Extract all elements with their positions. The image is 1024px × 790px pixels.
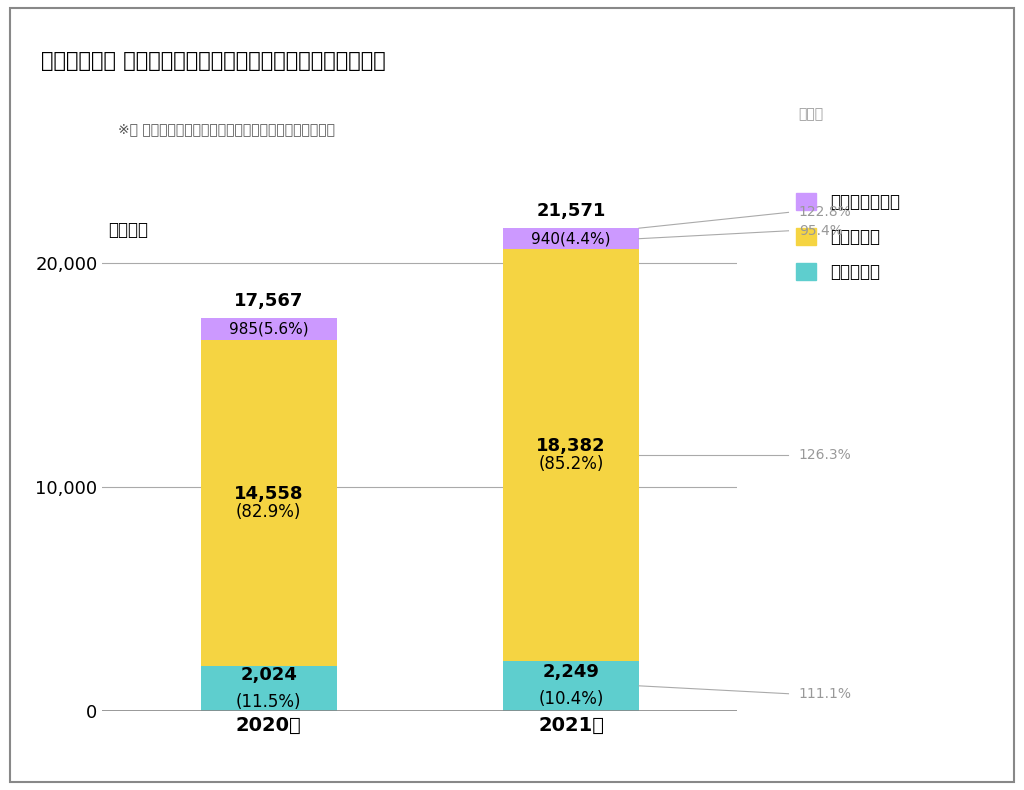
Text: 前年比: 前年比 bbox=[799, 107, 824, 122]
Bar bbox=[503, 249, 639, 660]
Text: ※（ ）内は、インターネット広告媒体費に占める構成比: ※（ ）内は、インターネット広告媒体費に占める構成比 bbox=[118, 122, 335, 137]
Text: (85.2%): (85.2%) bbox=[539, 455, 604, 473]
Text: 【グラフ２】 インターネット広告媒体費の取引手法別構成比: 【グラフ２】 インターネット広告媒体費の取引手法別構成比 bbox=[41, 51, 386, 71]
Legend: 成果報酬型広告, 運用型広告, 予約型広告: 成果報酬型広告, 運用型広告, 予約型広告 bbox=[797, 193, 900, 280]
Text: 985(5.6%): 985(5.6%) bbox=[229, 322, 308, 337]
Text: 122.8%: 122.8% bbox=[799, 205, 852, 220]
Bar bbox=[201, 340, 337, 666]
Text: (10.4%): (10.4%) bbox=[539, 690, 604, 709]
Text: 14,558: 14,558 bbox=[233, 485, 303, 502]
Bar bbox=[503, 228, 639, 249]
Bar bbox=[503, 660, 639, 711]
Text: 2,249: 2,249 bbox=[543, 664, 599, 681]
Text: 111.1%: 111.1% bbox=[799, 687, 852, 701]
Text: (11.5%): (11.5%) bbox=[236, 693, 301, 711]
Text: 940(4.4%): 940(4.4%) bbox=[531, 231, 610, 246]
Text: 95.4%: 95.4% bbox=[799, 224, 843, 238]
Text: 126.3%: 126.3% bbox=[799, 448, 852, 462]
Bar bbox=[201, 666, 337, 711]
Text: 18,382: 18,382 bbox=[537, 437, 606, 455]
Bar bbox=[201, 318, 337, 340]
Text: (82.9%): (82.9%) bbox=[236, 502, 301, 521]
Text: 2,024: 2,024 bbox=[241, 666, 297, 684]
Text: （億円）: （億円） bbox=[109, 220, 148, 239]
Text: 21,571: 21,571 bbox=[537, 202, 605, 220]
Text: 17,567: 17,567 bbox=[234, 292, 303, 310]
